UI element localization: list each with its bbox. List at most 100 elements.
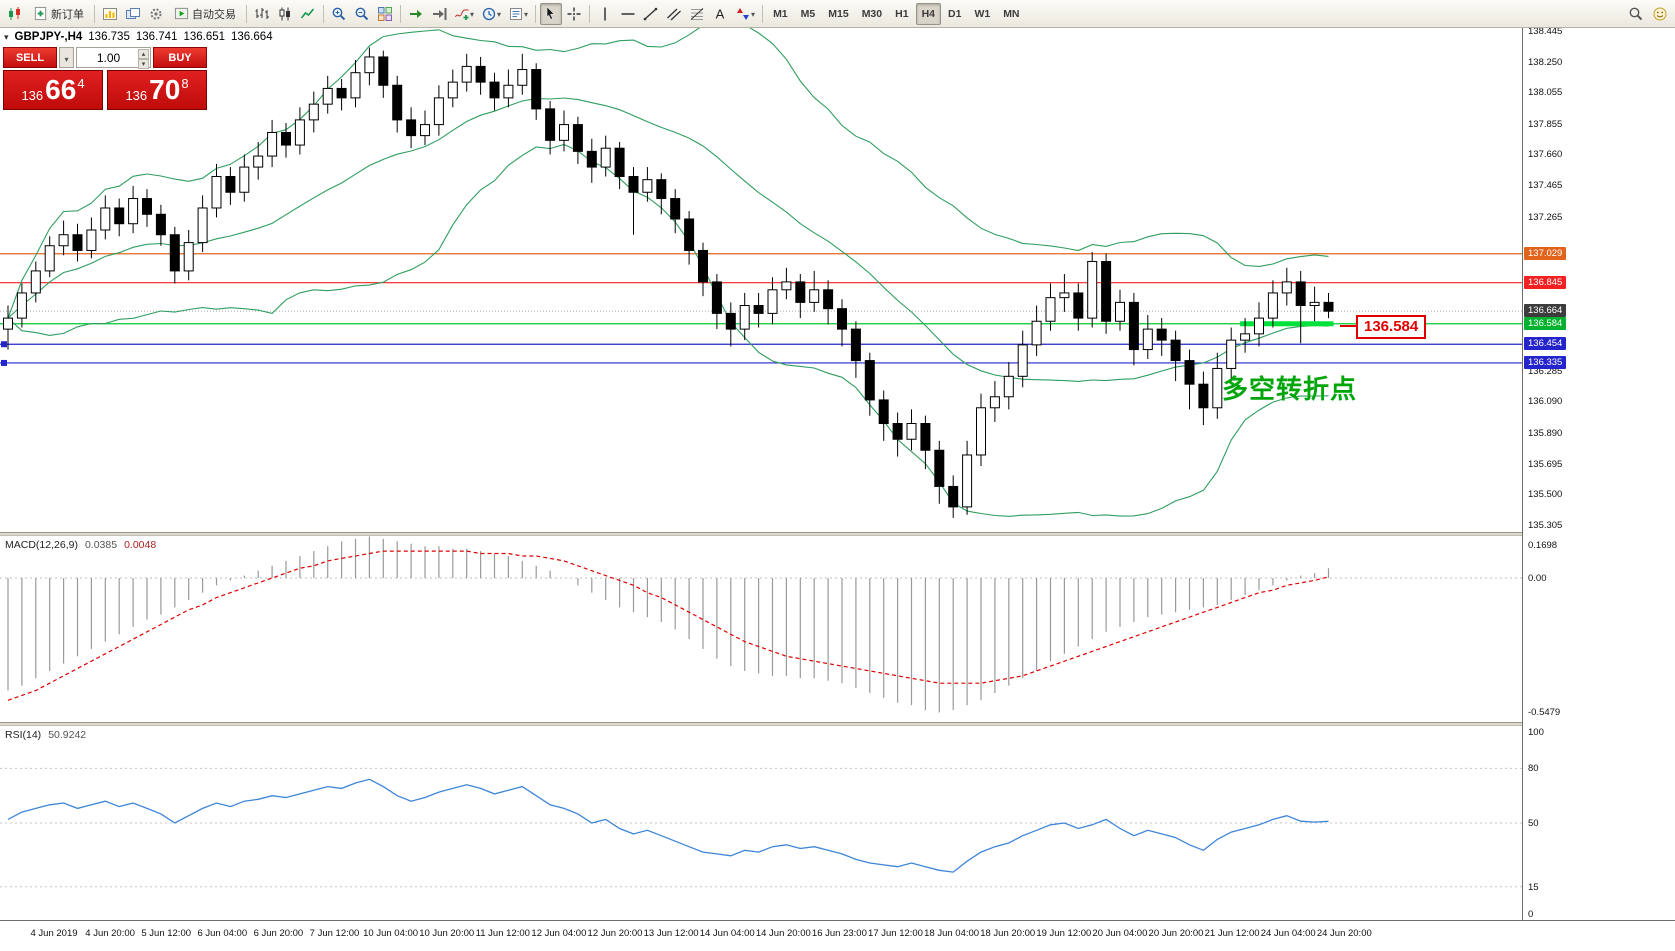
one-click-toggle[interactable]	[4, 31, 9, 43]
zoom-out-button[interactable]	[351, 3, 373, 25]
indicators-button[interactable]	[451, 3, 477, 25]
price-chart-canvas[interactable]	[0, 28, 1522, 532]
app-icon	[4, 3, 26, 25]
fibonacci-button[interactable]	[686, 3, 708, 25]
price-axis-label: 136.285	[1528, 365, 1563, 377]
ohlc-low: 136.651	[183, 31, 226, 43]
time-axis-label: 12 Jun 20:00	[587, 928, 643, 939]
chart-shift-icon	[433, 7, 447, 20]
price-axis-label: 135.500	[1528, 489, 1563, 501]
lot-size-input[interactable]	[77, 48, 150, 67]
time-axis-label: 18 Jun 04:00	[924, 928, 980, 939]
crosshair-icon	[567, 7, 581, 20]
toolbar-separator	[762, 4, 764, 23]
sell-button[interactable]: SELL	[3, 47, 57, 68]
sell-price-display[interactable]: 136 66 4	[3, 70, 103, 110]
timeframe-button-W1[interactable]: W1	[974, 7, 991, 20]
price-level-badge: 136.454	[1524, 337, 1567, 351]
buy-price-point: 8	[181, 76, 189, 91]
price-level-badge: 136.664	[1524, 304, 1567, 318]
line-chart-button[interactable]	[297, 3, 319, 25]
timeframe-button-H1[interactable]: H1	[895, 7, 909, 20]
crosshair-button[interactable]	[563, 3, 585, 25]
profiles-button[interactable]	[122, 3, 144, 25]
trendline-icon	[643, 7, 658, 20]
svg-text:A: A	[716, 6, 725, 21]
stepper-down-icon[interactable]	[138, 59, 149, 69]
buy-price-prefix: 136	[125, 88, 148, 103]
time-axis[interactable]: 4 Jun 2019 4 Jun 20:00 5 Jun 12:00 6 Jun 04…	[0, 920, 1675, 951]
price-axis-label: 135.305	[1528, 519, 1563, 531]
price-axis-label: 135.695	[1528, 458, 1563, 470]
strategy-tester-button[interactable]	[145, 3, 167, 25]
panel-separator[interactable]	[0, 532, 1675, 536]
macd-header: MACD(12,26,9) 0.0385 0.0048	[5, 539, 156, 551]
timeframe-button-D1[interactable]: D1	[948, 7, 962, 20]
trendline-button[interactable]	[640, 3, 662, 25]
chevron-down-icon	[524, 8, 528, 20]
new-order-button[interactable]: 新订单	[27, 3, 90, 25]
timeframe-button-H4[interactable]: H4	[915, 2, 941, 25]
macd-axis-label: 0.00	[1528, 573, 1547, 584]
rsi-axis-label: 80	[1528, 763, 1539, 775]
toolbar-separator	[589, 4, 591, 23]
zoom-search-button[interactable]	[1625, 3, 1647, 25]
time-axis-label: 4 Jun 20:00	[85, 928, 135, 939]
timeframe-button-M5[interactable]: M5	[800, 7, 816, 20]
templates-icon	[510, 7, 523, 20]
buy-price-pips: 70	[149, 74, 181, 105]
chart-shift-button[interactable]	[428, 3, 450, 25]
vertical-line-button[interactable]	[594, 3, 616, 25]
zoom-in-button[interactable]	[328, 3, 350, 25]
toolbar-separator	[94, 4, 95, 23]
time-axis-label: 10 Jun 04:00	[363, 928, 419, 939]
rsi-axis-label: 0	[1528, 909, 1534, 920]
stepper-up-icon[interactable]	[138, 49, 149, 59]
macd-label: MACD(12,26,9)	[5, 539, 78, 551]
time-axis-label: 11 Jun 12:00	[475, 928, 530, 939]
ohlc-close: 136.664	[231, 31, 273, 43]
lot-dropdown-button[interactable]	[59, 47, 74, 68]
time-axis-label: 20 Jun 04:00	[1092, 928, 1148, 939]
arrows-button[interactable]	[732, 3, 758, 25]
templates-button[interactable]	[505, 3, 531, 25]
toolbar-right-group	[1625, 3, 1671, 25]
time-axis-label: 14 Jun 20:00	[755, 928, 811, 939]
macd-axis-label: -0.5479	[1528, 707, 1561, 719]
cursor-button[interactable]	[540, 2, 563, 25]
candlestick-chart-button[interactable]	[274, 3, 296, 25]
buy-price-display[interactable]: 136 70 8	[107, 70, 207, 110]
macd-panel-canvas[interactable]	[0, 536, 1522, 722]
new-chart-button[interactable]	[99, 3, 121, 25]
sell-price-prefix: 136	[21, 88, 44, 103]
time-axis-label: 14 Jun 04:00	[699, 928, 755, 939]
price-callout-label[interactable]: 136.584	[1356, 315, 1427, 339]
horizontal-line-button[interactable]	[617, 3, 639, 25]
tile-windows-button[interactable]	[374, 3, 396, 25]
timeframe-button-M1[interactable]: M1	[773, 7, 788, 20]
text-button[interactable]: A	[709, 3, 731, 25]
price-level-badge: 137.029	[1524, 246, 1567, 260]
panel-separator[interactable]	[0, 722, 1675, 726]
lot-stepper	[138, 49, 149, 69]
rsi-panel-canvas[interactable]	[0, 726, 1522, 920]
vertical-line-icon	[604, 7, 606, 20]
bar-chart-button[interactable]	[251, 3, 273, 25]
horizontal-line-icon	[621, 12, 635, 15]
autotrading-button[interactable]: 自动交易	[168, 3, 242, 25]
toolbar-separator	[246, 4, 247, 23]
toolbar-separator	[535, 4, 537, 23]
buy-button[interactable]: BUY	[153, 47, 207, 68]
time-axis-label: 24 Jun 04:00	[1260, 928, 1316, 939]
timeframe-button-M15[interactable]: M15	[828, 7, 849, 20]
periods-button[interactable]	[478, 3, 504, 25]
channel-button[interactable]	[663, 3, 685, 25]
price-axis[interactable]: 138.445 138.250 138.055 137.855 137.660 137.4…	[1522, 26, 1675, 920]
chevron-down-icon	[497, 8, 501, 20]
cursor-icon	[546, 5, 555, 20]
timeframe-button-MN[interactable]: MN	[1003, 7, 1020, 20]
timeframe-toolbar: M1 M5 M15 M30 H1 H4 D1 W1 MN	[767, 2, 1025, 25]
auto-scroll-button[interactable]	[405, 3, 427, 25]
help-button[interactable]	[1649, 3, 1671, 25]
timeframe-button-M30[interactable]: M30	[861, 7, 883, 20]
